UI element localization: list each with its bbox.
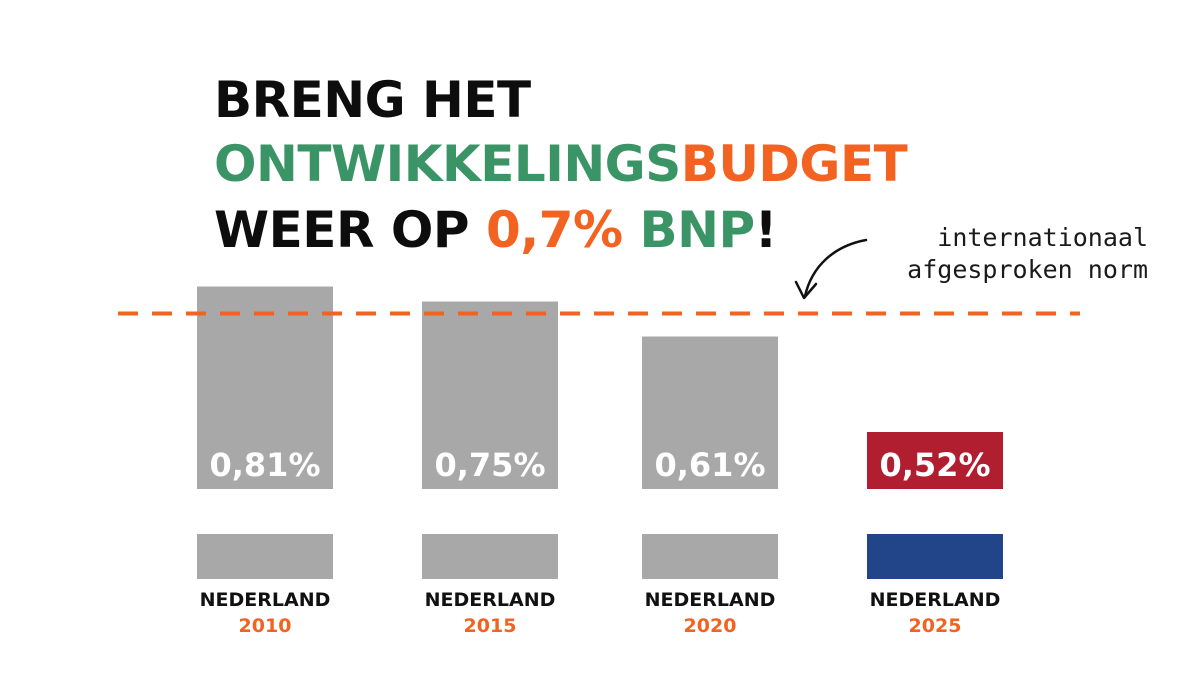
headline-line-2: ONTWIKKELINGSBUDGET — [214, 134, 908, 194]
headline-line-1-text: BRENG HET — [214, 71, 531, 129]
value-label-2010: 0,81% — [209, 446, 320, 484]
headline-line-1: BRENG HET — [214, 70, 531, 130]
headline-percentage: 0,7% — [485, 201, 623, 259]
year-label-2025: 2025 — [909, 615, 962, 637]
bar-2010 — [197, 286, 333, 489]
country-label-2025: NEDERLAND — [870, 589, 1001, 611]
headline-line-3: WEER OP 0,7% BNP! — [214, 200, 777, 260]
headline-weer-op: WEER OP — [214, 201, 486, 259]
norm-annotation-line-1: internationaal — [937, 223, 1148, 252]
flag-strip-2010 — [197, 534, 333, 579]
value-box-2025 — [867, 432, 1003, 489]
year-label-2010: 2010 — [239, 615, 292, 637]
bar-2020 — [642, 336, 778, 489]
flag-strip-2025 — [867, 534, 1003, 579]
flag-strip-2015 — [422, 534, 558, 579]
annotation-arrow-head — [794, 280, 818, 300]
year-label-2020: 2020 — [684, 615, 737, 637]
bar-2015 — [422, 301, 558, 489]
country-label-2020: NEDERLAND — [645, 589, 776, 611]
value-label-2015: 0,75% — [434, 446, 545, 484]
norm-annotation-line-2: afgesproken norm — [907, 255, 1148, 284]
headline-ontwikkelings: ONTWIKKELINGS — [214, 135, 681, 193]
headline-budget: BUDGET — [680, 135, 908, 193]
country-label-2015: NEDERLAND — [425, 589, 556, 611]
year-label-2015: 2015 — [464, 615, 517, 637]
country-label-2010: NEDERLAND — [200, 589, 331, 611]
annotation-arrow — [803, 238, 868, 298]
value-label-2025: 0,52% — [879, 446, 990, 484]
headline-exclamation: ! — [754, 201, 778, 259]
flag-strip-2020 — [642, 534, 778, 579]
headline-bnp: BNP — [622, 201, 756, 259]
value-label-2020: 0,61% — [654, 446, 765, 484]
norm-annotation: internationaal afgesproken norm — [858, 222, 1148, 286]
